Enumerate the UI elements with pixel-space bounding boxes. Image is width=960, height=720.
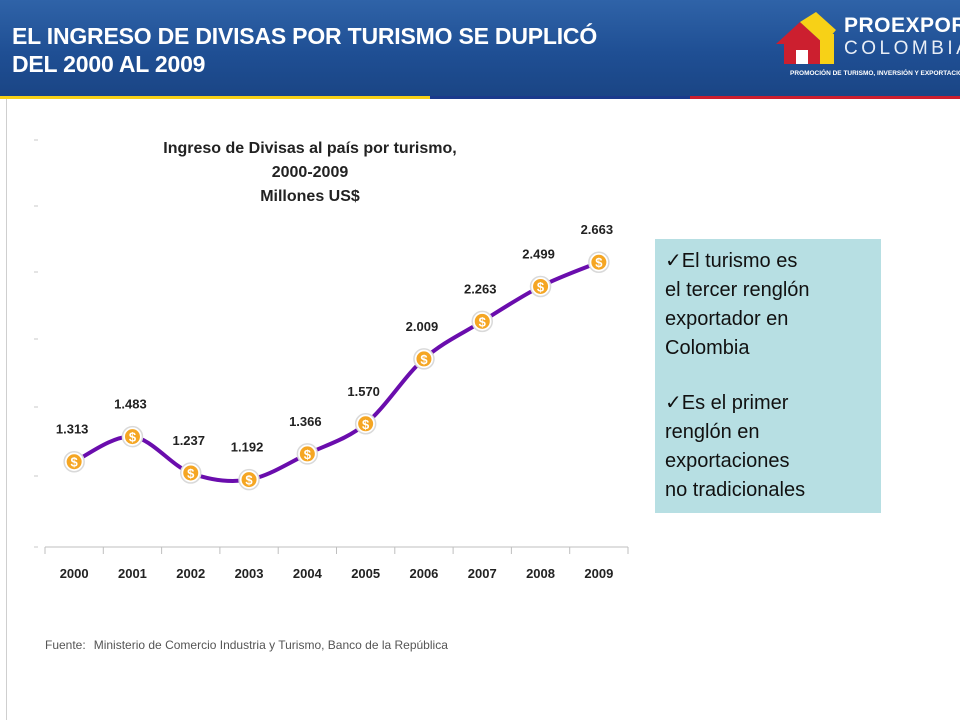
dollar-sign: $: [362, 417, 370, 432]
data-label-2003: 1.192: [231, 440, 264, 455]
logo-country: COLOMBIA: [844, 38, 960, 59]
tourism-line-chart: Ingreso de Divisas al país por turismo, …: [34, 139, 629, 581]
data-point-2007: $: [471, 310, 493, 333]
data-point-2002: $: [180, 462, 202, 484]
proexport-logo: PROEXPORT COLOMBIA PROMOCIÓN DE TURISMO,…: [768, 8, 960, 88]
dollar-sign: $: [187, 466, 195, 481]
y-axis-ticks: [34, 139, 38, 548]
data-point-2005: $: [354, 413, 377, 435]
fact-1-line-1: ✓El turismo es: [665, 250, 798, 272]
source-label: Fuente:: [45, 638, 86, 652]
dollar-sign: $: [537, 279, 545, 294]
dollar-coin-icon: [66, 454, 82, 470]
flag-stripe-red: [690, 96, 960, 99]
data-label-2000: 1.313: [56, 422, 89, 437]
x-axis: [44, 546, 629, 554]
fact-1-line-4: Colombia: [665, 337, 750, 359]
data-label-2007: 2.263: [464, 281, 497, 296]
chart-title-line-2: 2000-2009: [272, 164, 349, 181]
flag-stripe-yellow: [0, 96, 430, 99]
key-facts-callout: ✓El turismo es el tercer renglón exporta…: [655, 239, 881, 513]
chart-title-line-1: Ingreso de Divisas al país por turismo,: [163, 140, 456, 157]
data-point-2009: $: [588, 251, 610, 273]
fact-2-line-4: no tradicionales: [665, 479, 806, 501]
data-labels: 1.313 1.483 1.237 1.192 1.366 1.570 2.009 2.263…: [56, 222, 613, 454]
data-point-2004: $: [296, 443, 319, 465]
data-point-2006: $: [413, 348, 435, 370]
data-point-2000: $: [63, 450, 85, 473]
x-tick-labels: 2000 2001 2002 2003 2004 2005 2006 2007 2008 2009: [60, 566, 614, 581]
flag-stripe-blue: [430, 96, 690, 99]
data-label-2006: 2.009: [406, 319, 439, 334]
data-label-2009: 2.663: [581, 222, 614, 237]
fact-1-line-3: exportador en: [665, 308, 789, 330]
x-tick-label-2009: 2009: [584, 566, 613, 581]
x-tick-label-2005: 2005: [351, 566, 380, 581]
data-point-2001: $: [121, 425, 144, 448]
dollar-sign: $: [595, 255, 603, 270]
x-tick-label-2008: 2008: [526, 566, 555, 581]
dollar-coin-icon: [241, 472, 257, 488]
x-tick-label-2000: 2000: [60, 566, 89, 581]
dollar-coin-icon: [416, 351, 432, 367]
source-note: Fuente: Ministerio de Comercio Industria …: [45, 638, 448, 652]
data-point-2008: $: [529, 275, 552, 298]
dollar-coin-icon: [299, 446, 315, 462]
x-tick-label-2001: 2001: [118, 566, 147, 581]
data-markers: $ $ $ $ $ $ $ $ $ $: [63, 251, 610, 491]
fact-2-line-3: exportaciones: [665, 450, 790, 472]
source-text: Ministerio de Comercio Industria y Turis…: [93, 638, 448, 652]
data-label-2008: 2.499: [522, 246, 555, 261]
dollar-sign: $: [479, 314, 487, 329]
data-label-2005: 1.570: [347, 384, 380, 399]
x-tick-label-2002: 2002: [176, 566, 205, 581]
data-label-2001: 1.483: [114, 397, 147, 412]
series-line: [72, 260, 601, 483]
chart-title-line-3: Millones US$: [260, 188, 360, 205]
logo-tagline: PROMOCIÓN DE TURISMO, INVERSIÓN Y EXPORT…: [790, 70, 960, 77]
data-label-2004: 1.366: [289, 414, 322, 429]
slide-left-rule: [6, 99, 7, 720]
dollar-sign: $: [129, 430, 137, 445]
fact-2-line-2: renglón en: [665, 421, 760, 443]
data-point-2003: $: [238, 468, 260, 491]
x-tick-label-2006: 2006: [409, 566, 438, 581]
x-tick-label-2003: 2003: [235, 566, 264, 581]
dollar-sign: $: [245, 473, 253, 488]
x-tick-label-2007: 2007: [468, 566, 497, 581]
fact-1-line-2: el tercer renglón: [665, 279, 810, 301]
data-label-2002: 1.237: [172, 433, 205, 448]
dollar-sign: $: [304, 447, 312, 462]
header-bar: EL INGRESO DE DIVISAS POR TURISMO SE DUP…: [0, 0, 960, 96]
page-title: EL INGRESO DE DIVISAS POR TURISMO SE DUP…: [12, 23, 598, 77]
fact-2-line-1: ✓Es el primer: [665, 392, 789, 414]
dollar-coin-icon: [591, 254, 607, 270]
dollar-coin-icon: [183, 465, 199, 481]
x-tick-label-2004: 2004: [293, 566, 323, 581]
dollar-coin-icon: [124, 429, 140, 445]
house-logo-icon: [776, 12, 836, 64]
dollar-coin-icon: [474, 313, 490, 329]
dollar-coin-icon: [358, 416, 374, 432]
dollar-sign: $: [71, 455, 79, 470]
dollar-sign: $: [420, 352, 428, 367]
logo-name: PROEXPORT: [844, 14, 960, 37]
dollar-coin-icon: [533, 278, 549, 294]
